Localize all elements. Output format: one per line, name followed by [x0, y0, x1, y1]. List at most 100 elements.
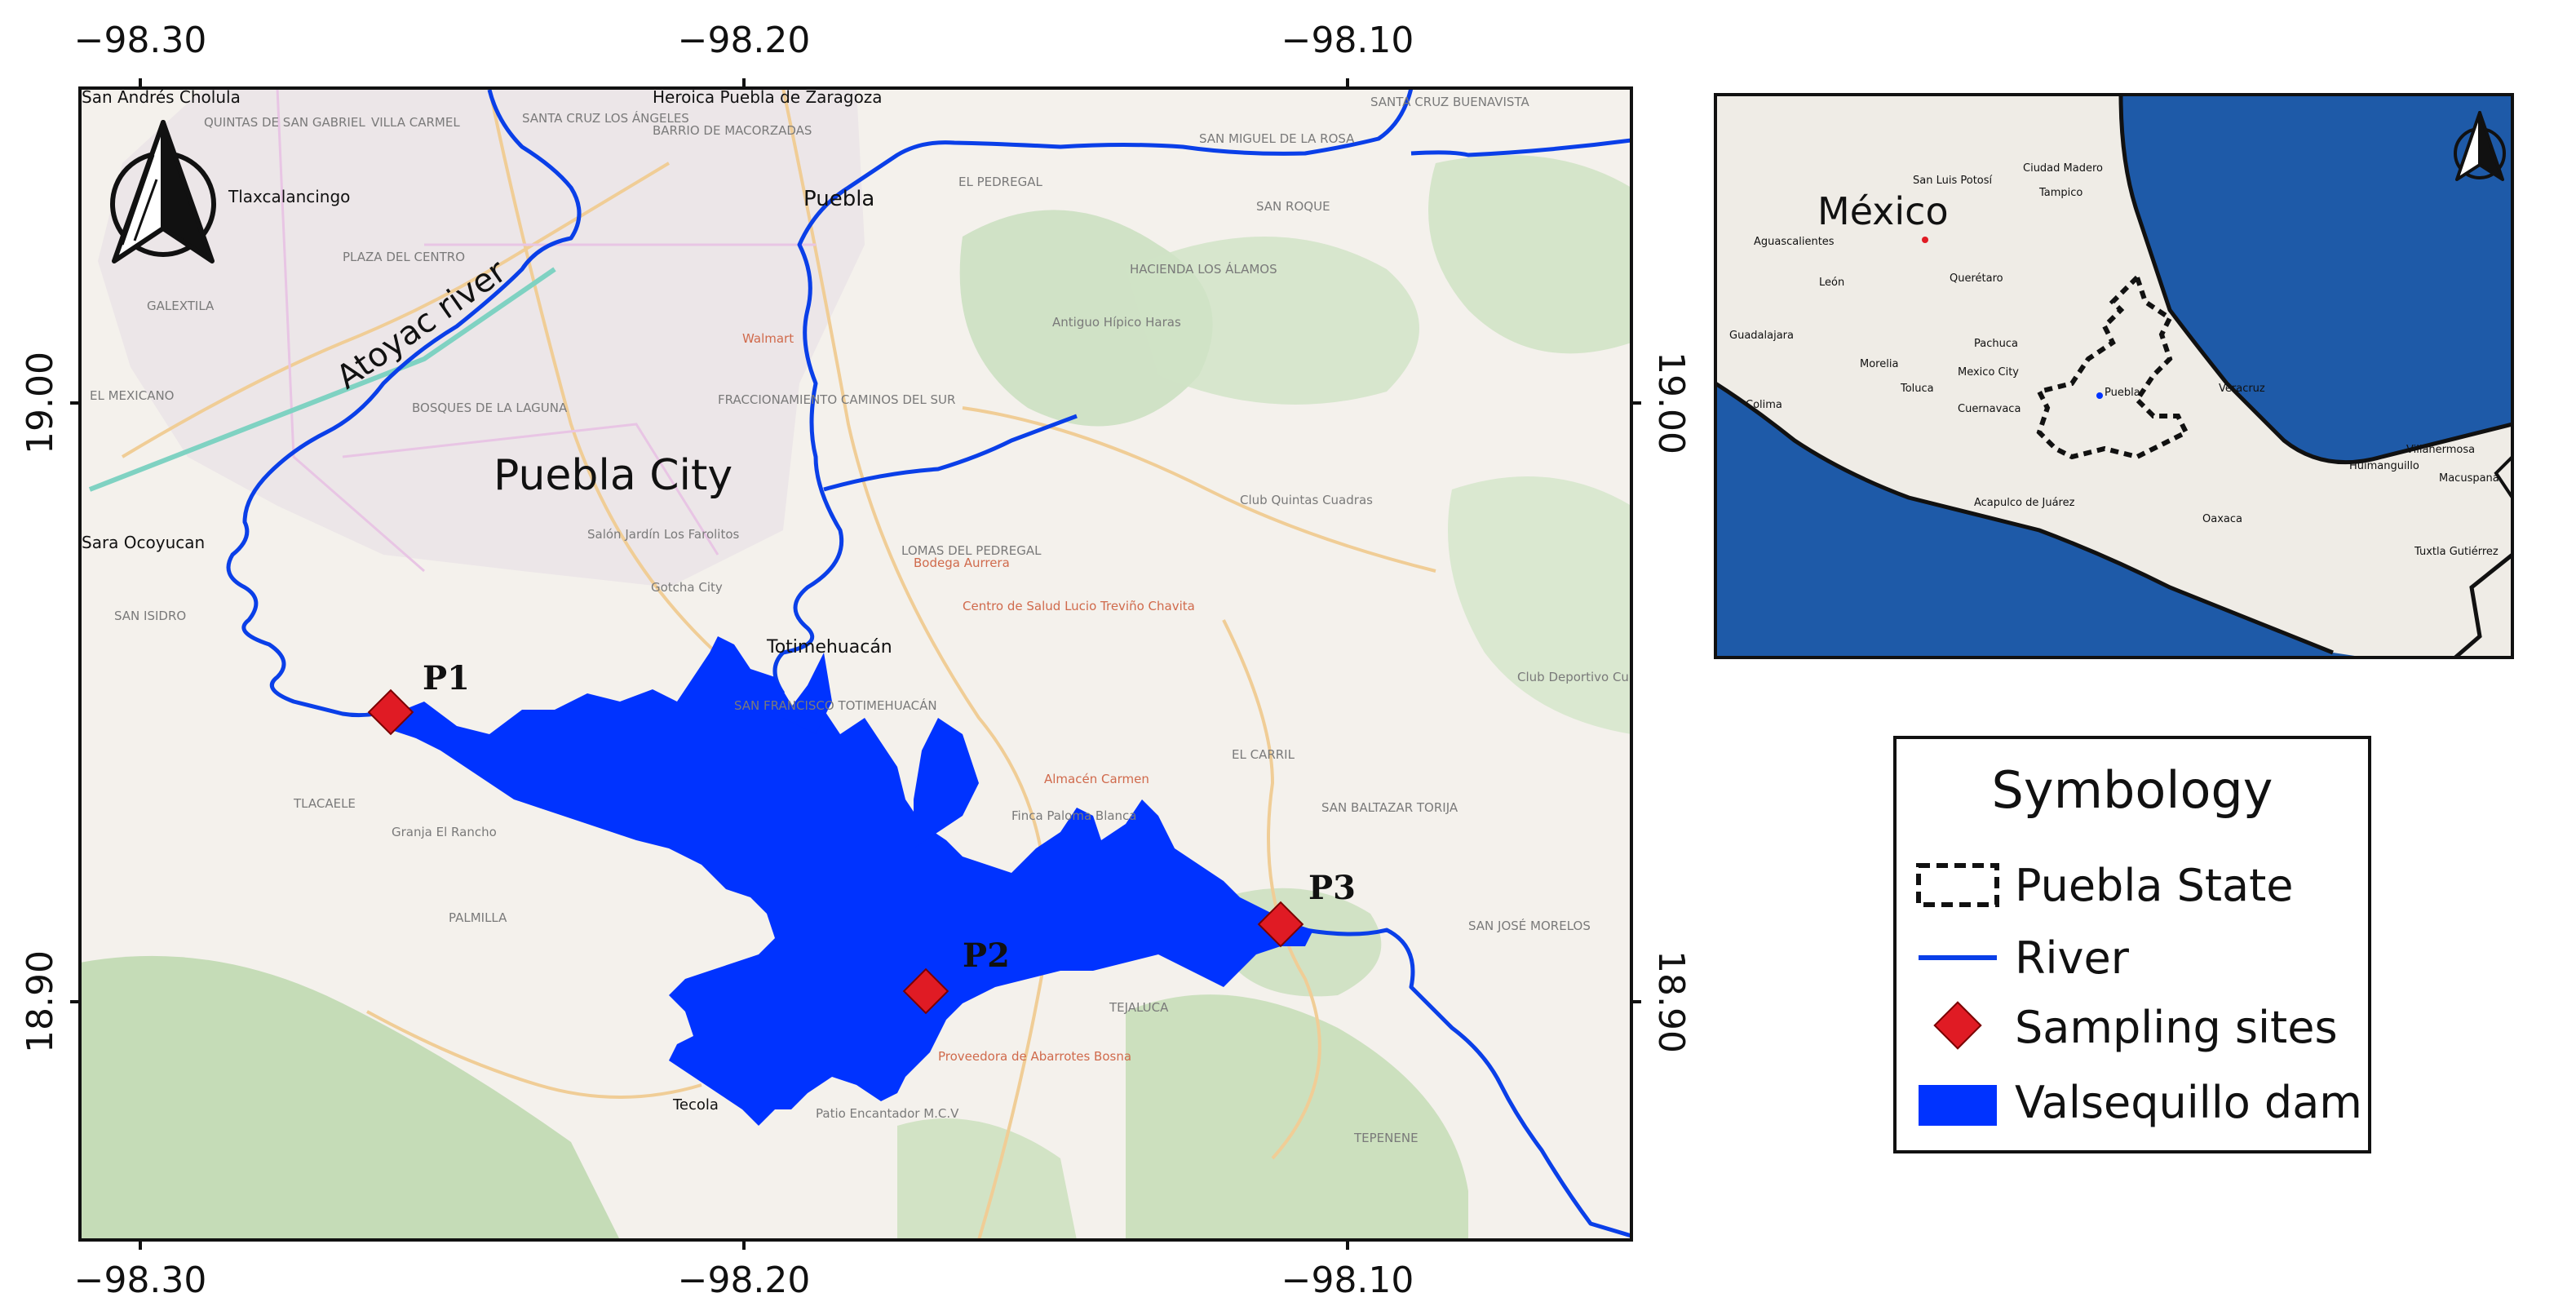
valsequillo-dam: [383, 636, 1313, 1126]
poi-label: Proveedora de Abarrotes Bosna: [938, 1049, 1131, 1064]
neighborhood-label: SAN JOSÉ MORELOS: [1468, 918, 1591, 933]
inset-city-label: San Luis Potosí: [1913, 175, 1993, 187]
poi-label: Club Quintas Cuadras: [1240, 493, 1373, 507]
terrain-patch: [1126, 237, 1419, 405]
inset-city-label: Toluca: [1900, 383, 1934, 395]
neighborhood-label: VILLA CARMEL: [371, 115, 460, 130]
inset-city-label: Macuspana: [2439, 472, 2499, 485]
sampling-site-p3-label: P3: [1308, 869, 1356, 907]
inset-city-label: Cuernavaca: [1958, 403, 2021, 415]
poi-label: Finca Paloma Blanca: [1011, 808, 1137, 823]
neighborhood-labels: QUINTAS DE SAN GABRIEL VILLA CARMEL SANT…: [90, 95, 1591, 1145]
terrain-patch: [1428, 155, 1631, 354]
neighborhood-label: GALEXTILA: [147, 299, 215, 313]
neighborhood-label: PLAZA DEL CENTRO: [343, 250, 465, 264]
inset-city-label: Veracruz: [2219, 383, 2265, 395]
main-map: P1 P2 P3 Puebla City Atoyac river San An…: [80, 87, 1711, 1240]
pacific-ocean: [1715, 383, 2366, 658]
legend-label-valsequillo-dam: Valsequillo dam: [2015, 1077, 2362, 1128]
cholula-label: San Andrés Cholula: [82, 87, 241, 107]
gulf-coastline: [2118, 95, 2512, 465]
neighborhood-label: SANTA CRUZ BUENAVISTA: [1370, 95, 1529, 109]
atoyac-river: [226, 89, 582, 718]
legend-label-puebla-state: Puebla State: [2015, 860, 2294, 911]
bottom-tick-label: −98.10: [1281, 1260, 1414, 1301]
poi-label: Almacén Carmen: [1044, 772, 1149, 786]
poi-label: Granja El Rancho: [392, 825, 497, 839]
legend-title: Symbology: [1992, 760, 2273, 820]
neighborhood-label: HACIENDA LOS ÁLAMOS: [1130, 261, 1277, 277]
inset-city-label: León: [1819, 277, 1844, 289]
poi-label: Bodega Aurrera: [914, 556, 1010, 570]
puebla-label: Puebla: [803, 187, 874, 211]
legend-label-river: River: [2015, 932, 2130, 984]
poi-labels: Bodega Aurrera Walmart Antiguo Hípico Ha…: [392, 315, 1711, 1121]
inset-city-label: Oaxaca: [2202, 513, 2242, 525]
legend: Symbology Puebla State River Sampling si…: [1893, 736, 2371, 1153]
neighborhood-label: QUINTAS DE SAN GABRIEL: [204, 115, 365, 130]
main-map-frame: [78, 86, 1633, 1242]
top-tick-label: −98.10: [1281, 20, 1414, 61]
top-tick-label: −98.30: [74, 20, 207, 61]
terrain-patch: [1448, 476, 1631, 734]
inset-city-label: Villahermosa: [2406, 444, 2475, 456]
poi-label: Patio Encantador M.C.V: [816, 1106, 959, 1121]
inset-city-label: Guadalajara: [1729, 330, 1794, 342]
neighborhood-label: PALMILLA: [449, 910, 507, 925]
national-border: [2454, 553, 2512, 658]
bottom-tick-label: −98.30: [74, 1260, 207, 1301]
dam-arm: [914, 718, 979, 848]
highway: [88, 267, 556, 492]
inset-city-label: Ciudad Madero: [2023, 162, 2103, 175]
inset-city-label: Morelia: [1860, 358, 1898, 370]
neighborhood-label: BOSQUES DE LA LAGUNA: [412, 401, 568, 415]
city-label: Puebla City: [494, 451, 733, 500]
river-network: [226, 88, 1631, 1238]
neighborhood-label: SAN ROQUE: [1256, 199, 1330, 214]
inset-map: México San Luis Potosí Ciudad Madero Tam…: [1715, 95, 2512, 658]
sampling-site-p1-marker: [367, 688, 414, 736]
tecola-label: Tecola: [672, 1096, 719, 1114]
neighborhood-label: FRACCIONAMIENTO CAMINOS DEL SUR: [718, 392, 955, 407]
inset-city-label: Aguascalientes: [1754, 236, 1835, 248]
left-tick-label: 19.00: [20, 352, 61, 454]
sampling-sites: P1 P2 P3: [367, 659, 1356, 1015]
outlet-river: [1304, 928, 1631, 1238]
east-river: [1410, 138, 1631, 157]
poi-label: Centro de Salud Lucio Treviño Chavita: [963, 599, 1195, 613]
top-tick-label: −98.20: [678, 20, 811, 61]
tlaxcalancingo-label: Tlaxcalancingo: [228, 187, 350, 206]
legend-label-sampling-sites: Sampling sites: [2015, 1002, 2338, 1053]
inset-city-labels: San Luis Potosí Ciudad Madero Tampico Qu…: [1729, 162, 2499, 558]
terrain-patch: [1126, 994, 1468, 1240]
dam-arm: [783, 653, 832, 734]
neighborhood-label: EL PEDREGAL: [958, 175, 1042, 189]
neighborhood-label: SANTA CRUZ LOS ÁNGELES: [522, 110, 689, 126]
dashed-box-icon: [1916, 863, 1999, 907]
poi-label: Antiguo Hípico Haras: [1052, 315, 1181, 330]
neighborhood-label: TEPENENE: [1353, 1131, 1419, 1145]
inset-city-label: Querétaro: [1950, 272, 2003, 285]
heroica-label: Heroica Puebla de Zaragoza: [653, 87, 883, 107]
dam-location-marker: [2096, 392, 2103, 399]
sampling-site-p3-marker: [1257, 901, 1304, 948]
sampling-site-p2-marker: [902, 967, 949, 1015]
inset-map-frame: [1714, 93, 2514, 659]
poi-label: Club Deportivo Cultural Quetzal: [1517, 670, 1711, 684]
ocoyucan-label: Sara Ocoyucan: [82, 533, 205, 552]
north-arrow-icon: [2454, 111, 2506, 181]
neighborhood-label: SAN ISIDRO: [114, 609, 186, 623]
national-border: [2494, 455, 2512, 499]
legend-box: [1893, 736, 2371, 1153]
inset-city-label: Pachuca: [1974, 338, 2018, 350]
inset-city-label: Tampico: [2038, 187, 2082, 199]
tick-marks: [70, 78, 1641, 1250]
neighborhood-label: TLACAELE: [293, 796, 356, 811]
neighborhood-label: EL MEXICANO: [90, 388, 174, 403]
sampling-site-p2-label: P2: [963, 936, 1010, 975]
right-tick-label: 18.90: [1650, 950, 1692, 1053]
neighborhood-label: SAN BALTAZAR TORIJA: [1321, 800, 1458, 815]
puebla-state-outline: [2035, 272, 2190, 460]
poi-label: Salón Jardín Los Farolitos: [587, 527, 740, 542]
